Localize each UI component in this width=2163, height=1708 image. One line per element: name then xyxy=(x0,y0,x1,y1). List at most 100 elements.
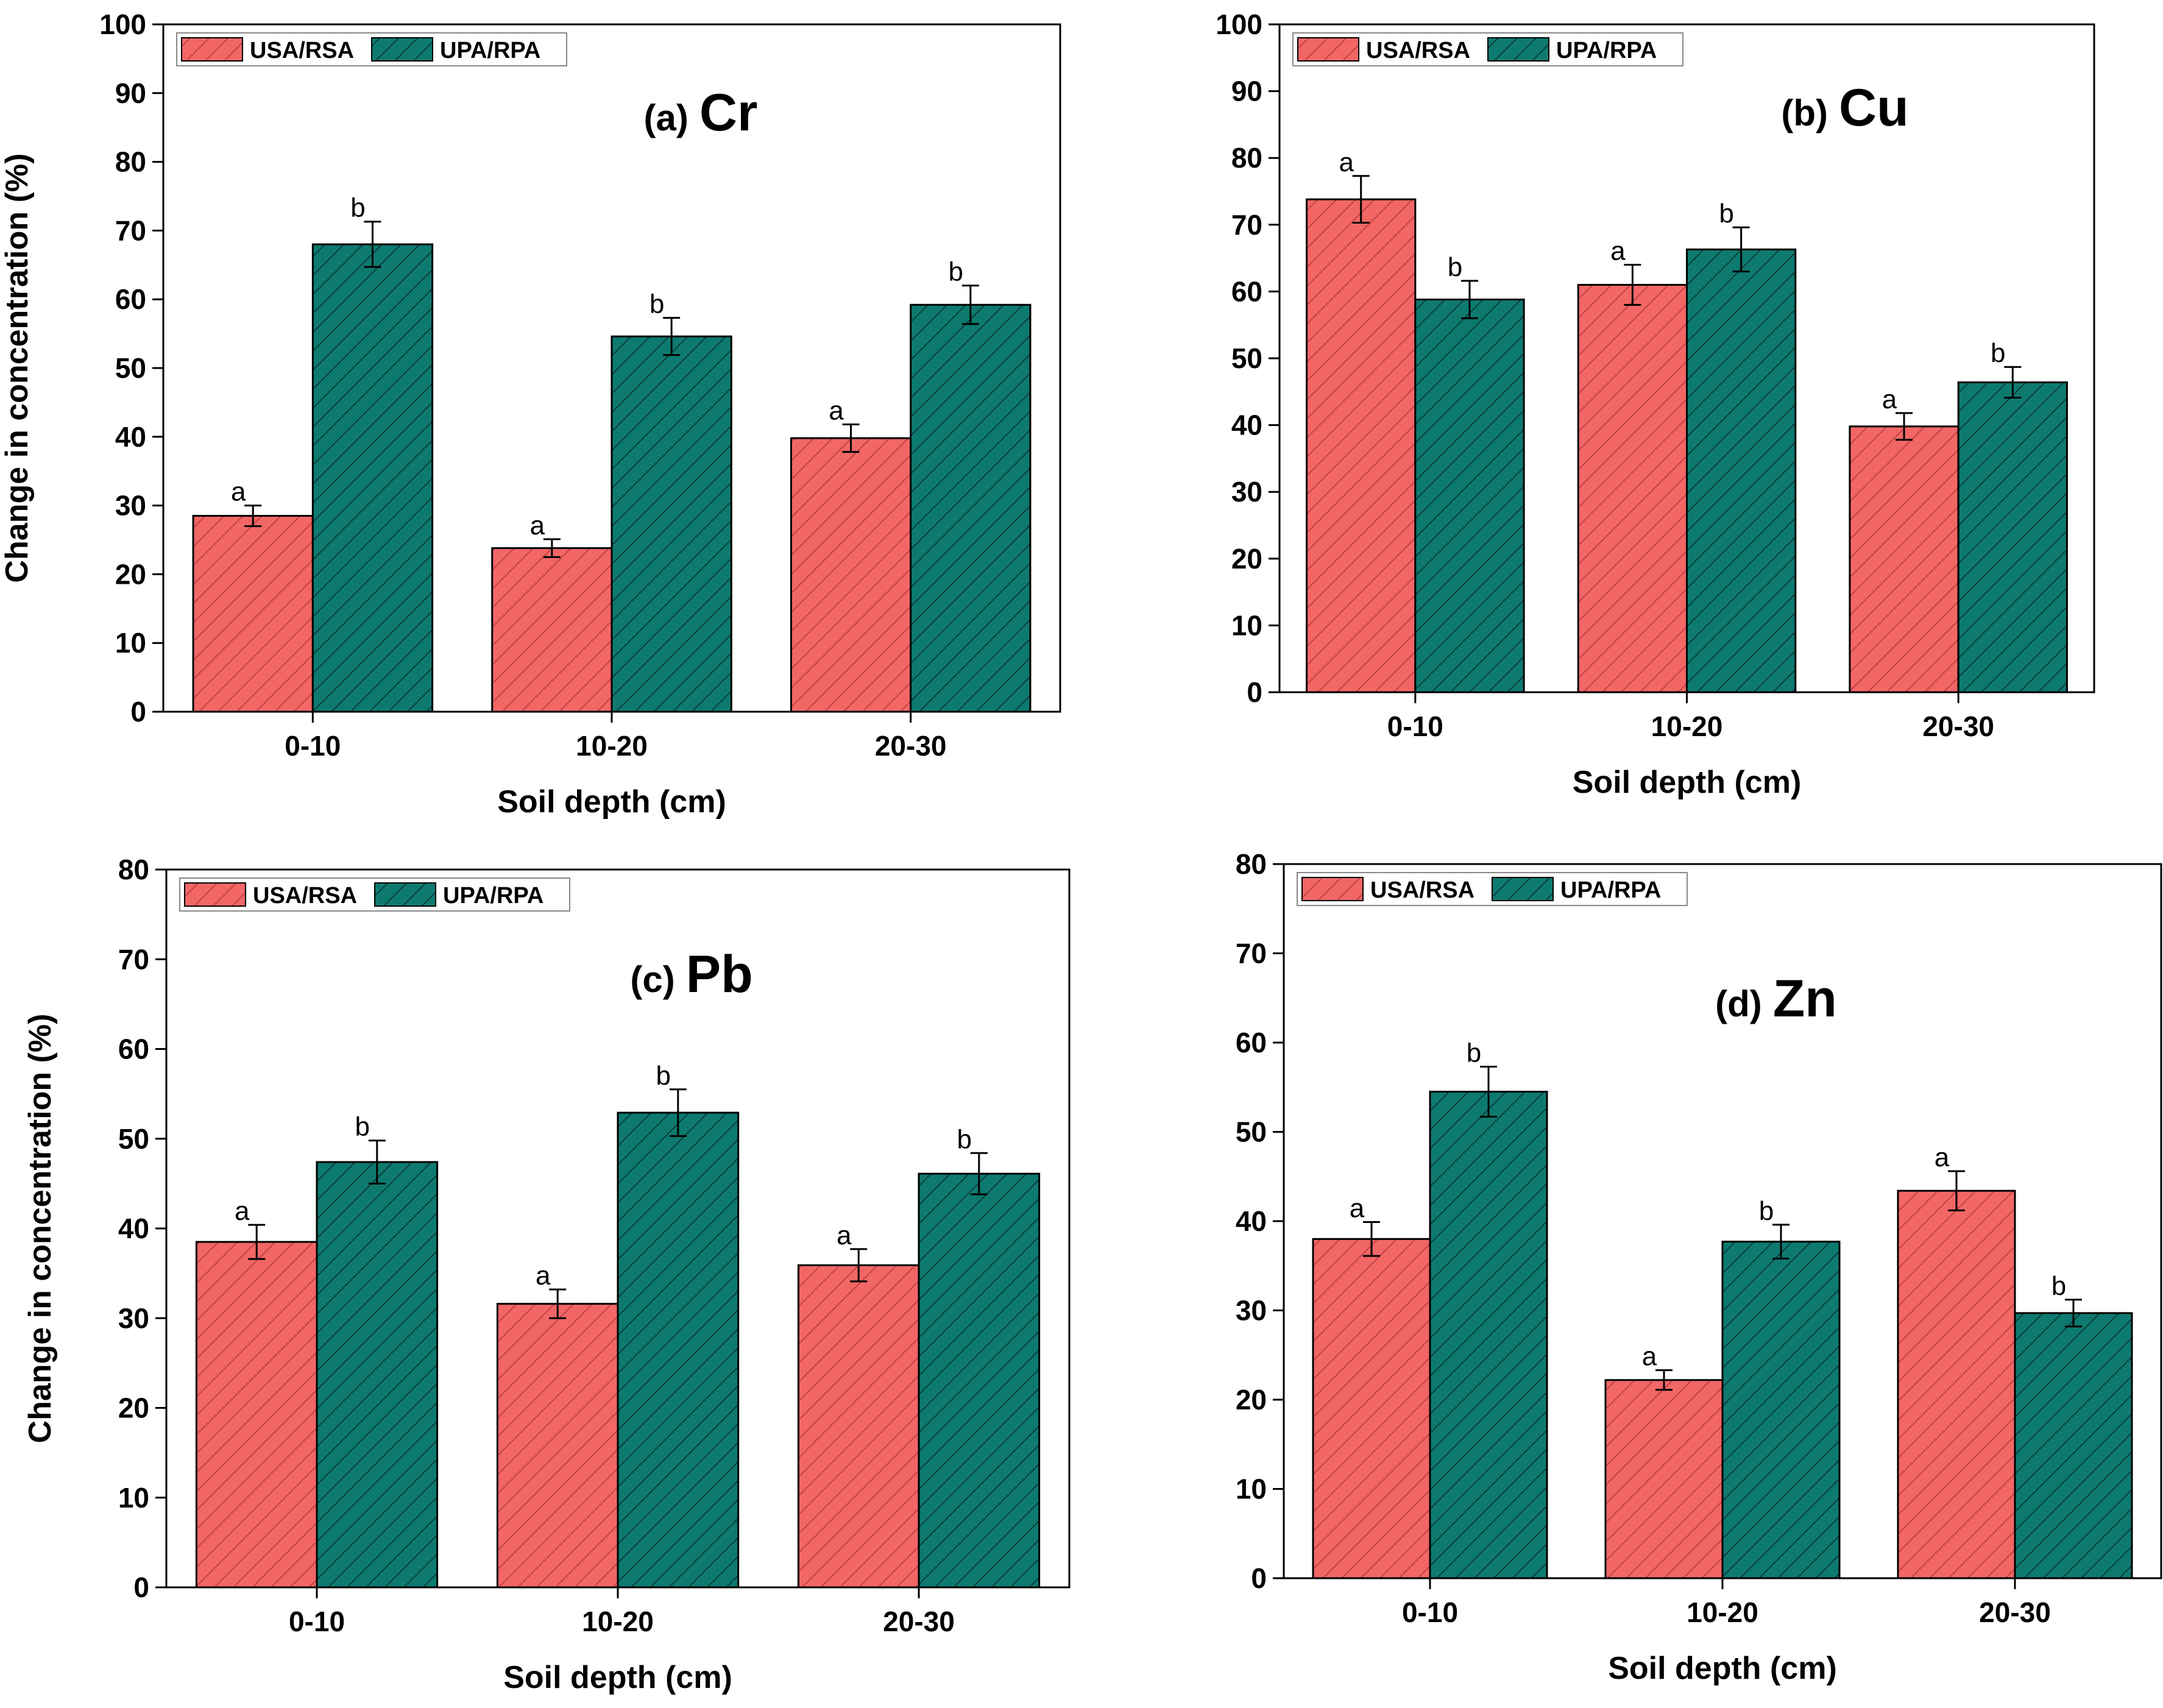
significance-letter: b xyxy=(2051,1271,2066,1301)
y-tick-label: 20 xyxy=(1231,543,1262,575)
panel-title: (d) Zn xyxy=(1715,969,1837,1028)
y-tick-label: 90 xyxy=(1231,76,1262,107)
legend-swatch xyxy=(1487,37,1549,62)
bar-usa-rsa-0-10 xyxy=(195,1241,318,1589)
bar-upa-rpa-0-10 xyxy=(1429,1091,1548,1579)
legend-swatch xyxy=(374,882,436,907)
bar-usa-rsa-10-20 xyxy=(1577,283,1688,693)
bar-upa-rpa-20-30 xyxy=(910,303,1032,713)
significance-letter: a xyxy=(1339,147,1354,177)
legend-swatch xyxy=(371,37,433,62)
significance-letter: b xyxy=(949,257,963,287)
y-tick-label: 10 xyxy=(1231,609,1262,641)
legend-label: USA/RSA xyxy=(250,38,354,63)
significance-letter: b xyxy=(957,1124,972,1154)
y-tick-label: 10 xyxy=(118,1482,149,1514)
panel-label: (b) xyxy=(1781,93,1828,133)
panel-element: Cu xyxy=(1839,79,1909,137)
x-tick-label: 10-20 xyxy=(1651,710,1723,742)
significance-letter: a xyxy=(1882,384,1897,414)
x-tick-label: 0-10 xyxy=(1387,710,1443,742)
y-tick-label: 40 xyxy=(118,1213,149,1244)
y-tick-label: 60 xyxy=(1236,1027,1267,1058)
significance-letter: a xyxy=(231,477,246,507)
y-tick-label: 10 xyxy=(115,627,146,659)
y-tick-label: 30 xyxy=(1236,1295,1267,1327)
significance-letter: a xyxy=(837,1221,852,1250)
bar-upa-rpa-10-20 xyxy=(611,335,732,713)
significance-letter: b xyxy=(355,1112,370,1142)
panel-title: (c) Pb xyxy=(630,945,752,1004)
y-tick-label: 80 xyxy=(1236,848,1267,880)
y-tick-label: 80 xyxy=(115,146,146,178)
y-axis-title: Change in concentration (%) xyxy=(0,154,35,583)
y-tick-label: 70 xyxy=(115,214,146,246)
y-tick-label: 50 xyxy=(1231,342,1262,374)
legend-label: USA/RSA xyxy=(253,883,357,909)
y-tick-label: 0 xyxy=(130,696,146,728)
y-tick-label: 10 xyxy=(1236,1473,1267,1505)
y-tick-label: 40 xyxy=(1236,1205,1267,1237)
y-axis-title: Change in concentration (%) xyxy=(23,1014,58,1444)
y-tick-label: 0 xyxy=(1251,1562,1267,1594)
x-axis-title: Soil depth (cm) xyxy=(497,784,726,820)
legend-swatch xyxy=(184,882,246,907)
bar-upa-rpa-10-20 xyxy=(1686,248,1797,693)
bar-usa-rsa-0-10 xyxy=(1306,198,1417,693)
bar-usa-rsa-10-20 xyxy=(491,547,613,713)
bar-usa-rsa-0-10 xyxy=(192,515,314,713)
x-tick-label: 0-10 xyxy=(289,1606,345,1637)
significance-letter: b xyxy=(350,193,365,223)
x-axis-title: Soil depth (cm) xyxy=(1608,1651,1837,1686)
y-tick-label: 80 xyxy=(118,854,149,885)
bar-usa-rsa-20-30 xyxy=(1849,425,1959,693)
bar-upa-rpa-0-10 xyxy=(1414,299,1525,693)
significance-letter: a xyxy=(235,1196,250,1226)
y-tick-label: 30 xyxy=(115,490,146,522)
x-tick-label: 20-30 xyxy=(883,1606,955,1637)
significance-letter: b xyxy=(656,1061,671,1091)
y-tick-label: 50 xyxy=(1236,1116,1267,1148)
y-tick-label: 20 xyxy=(115,558,146,590)
panel-element: Pb xyxy=(686,945,753,1004)
y-tick-label: 20 xyxy=(1236,1384,1267,1416)
panel-label: (a) xyxy=(644,97,689,138)
bar-usa-rsa-20-30 xyxy=(1897,1189,2016,1579)
bar-upa-rpa-10-20 xyxy=(1721,1241,1841,1579)
panel-label: (c) xyxy=(630,959,674,1000)
y-tick-label: 0 xyxy=(133,1572,149,1603)
legend-label: UPA/RPA xyxy=(440,38,540,63)
significance-letter: a xyxy=(1642,1342,1657,1372)
significance-letter: a xyxy=(530,511,545,540)
y-tick-label: 80 xyxy=(1231,142,1262,174)
legend-swatch xyxy=(1297,37,1359,62)
x-tick-label: 0-10 xyxy=(1402,1596,1458,1628)
significance-letter: a xyxy=(1610,236,1626,266)
y-tick-label: 70 xyxy=(118,943,149,975)
legend-label: UPA/RPA xyxy=(443,883,543,909)
significance-letter: a xyxy=(536,1261,551,1291)
y-tick-label: 100 xyxy=(99,9,146,40)
x-tick-label: 20-30 xyxy=(875,730,947,762)
y-tick-label: 40 xyxy=(115,421,146,453)
bar-usa-rsa-10-20 xyxy=(496,1303,619,1589)
significance-letter: b xyxy=(1467,1038,1481,1068)
y-tick-label: 90 xyxy=(115,77,146,109)
legend-label: UPA/RPA xyxy=(1560,877,1661,903)
y-tick-label: 30 xyxy=(1231,476,1262,508)
bar-upa-rpa-0-10 xyxy=(311,243,434,713)
y-tick-label: 60 xyxy=(1231,275,1262,307)
x-tick-label: 10-20 xyxy=(1687,1596,1758,1628)
bar-usa-rsa-0-10 xyxy=(1312,1238,1431,1579)
significance-letter: a xyxy=(829,395,844,425)
x-axis-title: Soil depth (cm) xyxy=(503,1660,732,1695)
bar-upa-rpa-0-10 xyxy=(316,1161,439,1589)
panel-element: Zn xyxy=(1773,969,1837,1028)
x-tick-label: 10-20 xyxy=(576,730,648,762)
significance-letter: b xyxy=(1448,252,1462,282)
legend-label: USA/RSA xyxy=(1366,38,1470,63)
panel-label: (d) xyxy=(1715,983,1762,1024)
significance-letter: b xyxy=(1719,199,1733,229)
y-tick-label: 0 xyxy=(1247,676,1262,708)
